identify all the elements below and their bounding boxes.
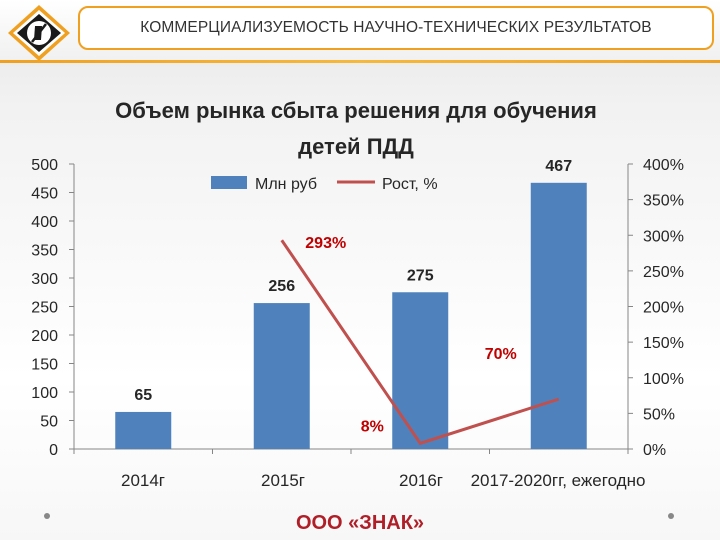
footer-left-dot xyxy=(44,513,50,519)
right-tick-label: 400% xyxy=(643,157,684,174)
legend-line-label: Рост, % xyxy=(382,176,438,193)
bar-4 xyxy=(530,182,587,449)
legend-bar-swatch xyxy=(211,176,247,189)
header-accent-line xyxy=(0,60,720,63)
bar-2 xyxy=(253,303,310,449)
left-tick-label: 200 xyxy=(31,328,58,345)
bar-value-label: 65 xyxy=(134,387,152,404)
right-tick-label: 250% xyxy=(643,264,684,281)
x-category-label: 2014г xyxy=(121,471,165,490)
growth-line xyxy=(280,239,560,446)
header-title: КОММЕРЦИАЛИЗУЕМОСТЬ НАУЧНО-ТЕХНИЧЕСКИХ Р… xyxy=(140,19,652,36)
line-value-label: 70% xyxy=(485,346,517,363)
right-tick-label: 200% xyxy=(643,300,684,317)
left-tick-label: 300 xyxy=(31,271,58,288)
legend-bar-label: Млн руб xyxy=(255,176,317,193)
bar-3 xyxy=(392,292,449,449)
line-value-label: 293% xyxy=(305,235,346,252)
x-category-label: 2015г xyxy=(261,471,305,490)
left-tick-label: 100 xyxy=(31,385,58,402)
right-tick-label: 150% xyxy=(643,335,684,352)
bar-value-label: 256 xyxy=(268,278,295,295)
chart-title-line: Объем рынка сбыта решения для обучения xyxy=(115,98,597,123)
bar-value-label: 467 xyxy=(545,158,572,175)
right-tick-label: 50% xyxy=(643,406,675,423)
left-tick-label: 150 xyxy=(31,357,58,374)
footer-right-dot xyxy=(668,513,674,519)
footer-company-name: ООО «ЗНАК» xyxy=(295,512,425,534)
right-tick-label: 100% xyxy=(643,371,684,388)
right-tick-label: 350% xyxy=(643,193,684,210)
left-tick-label: 350 xyxy=(31,243,58,260)
company-logo-icon xyxy=(8,5,70,61)
bar-1 xyxy=(115,411,172,449)
line-value-label: 8% xyxy=(361,418,384,435)
left-tick-label: 400 xyxy=(31,214,58,231)
left-tick-label: 0 xyxy=(49,442,58,459)
x-category-label: 2017-2020гг, ежегодно xyxy=(471,471,646,490)
right-tick-label: 0% xyxy=(643,442,666,459)
bar-value-label: 275 xyxy=(407,267,434,284)
left-tick-label: 500 xyxy=(31,157,58,174)
left-tick-label: 250 xyxy=(31,300,58,317)
x-category-label: 2016г xyxy=(399,471,443,490)
right-tick-label: 300% xyxy=(643,228,684,245)
left-tick-label: 450 xyxy=(31,186,58,203)
left-tick-label: 50 xyxy=(40,414,58,431)
header-title-box: КОММЕРЦИАЛИЗУЕМОСТЬ НАУЧНО-ТЕХНИЧЕСКИХ Р… xyxy=(78,6,714,50)
market-volume-chart: Объем рынка сбыта решения для обучения де… xyxy=(31,98,684,490)
chart-title-line: детей ПДД xyxy=(298,134,414,159)
